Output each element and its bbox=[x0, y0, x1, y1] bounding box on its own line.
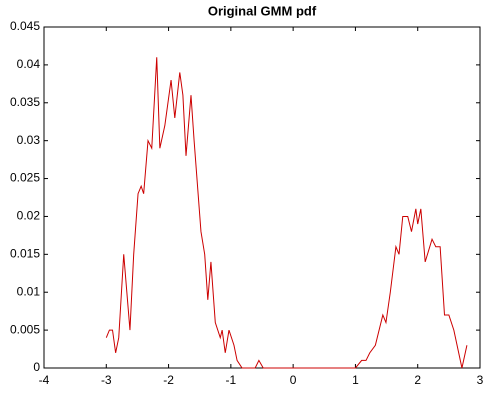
x-tick-label: 0 bbox=[290, 373, 297, 387]
y-tick-label: 0.005 bbox=[10, 322, 40, 336]
y-tick-label: 0.045 bbox=[10, 19, 40, 33]
y-tick-label: 0.03 bbox=[17, 133, 41, 147]
x-tick-label: -1 bbox=[226, 373, 237, 387]
y-tick-label: 0.02 bbox=[17, 209, 41, 223]
x-tick-label: -4 bbox=[39, 373, 50, 387]
x-tick-label: 3 bbox=[477, 373, 484, 387]
data-line bbox=[105, 57, 468, 369]
x-tick-label: -2 bbox=[163, 373, 174, 387]
x-tick-label: -3 bbox=[101, 373, 112, 387]
plot-frame bbox=[43, 26, 481, 369]
y-tick-label: 0.015 bbox=[10, 247, 40, 261]
y-tick-label: 0.04 bbox=[17, 57, 41, 71]
x-tick-label: 2 bbox=[414, 373, 421, 387]
chart-title: Original GMM pdf bbox=[208, 3, 317, 18]
y-tick-label: 0 bbox=[33, 360, 40, 374]
y-tick-label: 0.025 bbox=[10, 171, 40, 185]
x-tick-label: 1 bbox=[352, 373, 359, 387]
y-tick-label: 0.01 bbox=[17, 284, 41, 298]
y-tick-label: 0.035 bbox=[10, 95, 40, 109]
